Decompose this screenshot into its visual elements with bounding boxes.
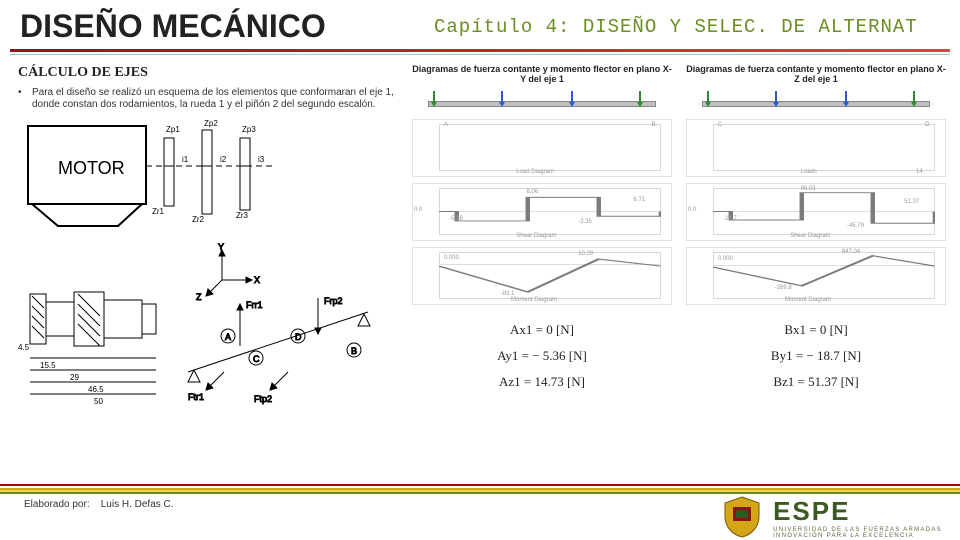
svg-text:15.5: 15.5 <box>40 361 56 370</box>
beam-diagram <box>412 89 672 117</box>
shear-chart: -5.36 8.06 -3.35 6.71 0.0 Shear Diagram <box>412 183 672 241</box>
chapter-label: Capítulo 4: DISEÑO Y SELEC. DE ALTERNAT <box>434 16 918 38</box>
espe-logo: ESPE UNIVERSIDAD DE LAS FUERZAS ARMADAS … <box>721 495 942 539</box>
svg-text:Zp3: Zp3 <box>242 125 256 134</box>
brand-sub: INNOVACIÓN PARA LA EXCELENCIA <box>773 533 942 539</box>
motor-schematic: MOTOR Zp1 Zp2 Zp3 Zr1 Zr2 Zr3 i1 i2 i3 <box>24 118 284 238</box>
svg-text:46.5: 46.5 <box>88 385 104 394</box>
svg-text:i2: i2 <box>220 155 227 164</box>
svg-text:Ftr1: Ftr1 <box>188 392 204 402</box>
svg-text:29: 29 <box>70 373 79 382</box>
svg-text:Zr3: Zr3 <box>236 211 249 220</box>
load-chart: C D 14. Loads <box>686 119 946 177</box>
svg-text:Z: Z <box>196 292 202 302</box>
divider <box>10 54 950 55</box>
svg-text:i3: i3 <box>258 155 265 164</box>
svg-text:i1: i1 <box>182 155 189 164</box>
diagram-caption: Diagramas de fuerza contante y momento f… <box>686 65 946 85</box>
diagram-col-xy: Diagramas de fuerza contante y momento f… <box>412 65 672 461</box>
svg-text:Y: Y <box>218 242 224 252</box>
svg-text:Ftp2: Ftp2 <box>254 394 272 404</box>
shield-icon <box>721 495 763 539</box>
svg-text:A: A <box>225 332 231 342</box>
load-chart: A B Load Diagram <box>412 119 672 177</box>
section-subtitle: CÁLCULO DE EJES <box>18 65 398 81</box>
svg-text:Zr2: Zr2 <box>192 215 205 224</box>
body-bullet: • Para el diseño se realizó un esquema d… <box>18 87 398 110</box>
shear-chart: -18.7 96.03 -45.79 51.37 0.0 Shear Diagr… <box>686 183 946 241</box>
svg-text:4.5: 4.5 <box>18 343 30 352</box>
diagram-caption: Diagramas de fuerza contante y momento f… <box>412 65 672 85</box>
svg-text:X: X <box>254 275 260 285</box>
motor-label: MOTOR <box>58 158 125 178</box>
bullet-text: Para el diseño se realizó un esquema de … <box>32 87 398 110</box>
beam-diagram <box>686 89 946 117</box>
shaft-drawing: 4.5 15.5 29 46.5 50 Y X Z <box>18 242 378 442</box>
svg-text:B: B <box>351 346 357 356</box>
diagram-col-xz: Diagramas de fuerza contante y momento f… <box>686 65 946 461</box>
equations-xz: Bx1 = 0 [N] By1 = − 18.7 [N] Bz1 = 51.37… <box>686 317 946 395</box>
svg-text:Zr1: Zr1 <box>152 207 165 216</box>
svg-text:D: D <box>295 332 302 342</box>
svg-text:C: C <box>253 354 260 364</box>
moment-chart: 0.000 -83.1 10.29 Moment Diagram <box>412 247 672 305</box>
moment-chart: 0.000 -289.8 847.04 Moment Diagram <box>686 247 946 305</box>
svg-text:Zp2: Zp2 <box>204 119 218 128</box>
svg-text:Frr1: Frr1 <box>246 300 263 310</box>
footer: ESPE UNIVERSIDAD DE LAS FUERZAS ARMADAS … <box>0 484 960 540</box>
page-title: DISEÑO MECÁNICO <box>20 8 434 45</box>
svg-text:50: 50 <box>94 397 103 406</box>
equations-xy: Ax1 = 0 [N] Ay1 = − 5.36 [N] Az1 = 14.73… <box>412 317 672 395</box>
svg-text:Frp2: Frp2 <box>324 296 343 306</box>
svg-text:Zp1: Zp1 <box>166 125 180 134</box>
divider <box>10 49 950 52</box>
brand-name: ESPE <box>773 496 942 527</box>
